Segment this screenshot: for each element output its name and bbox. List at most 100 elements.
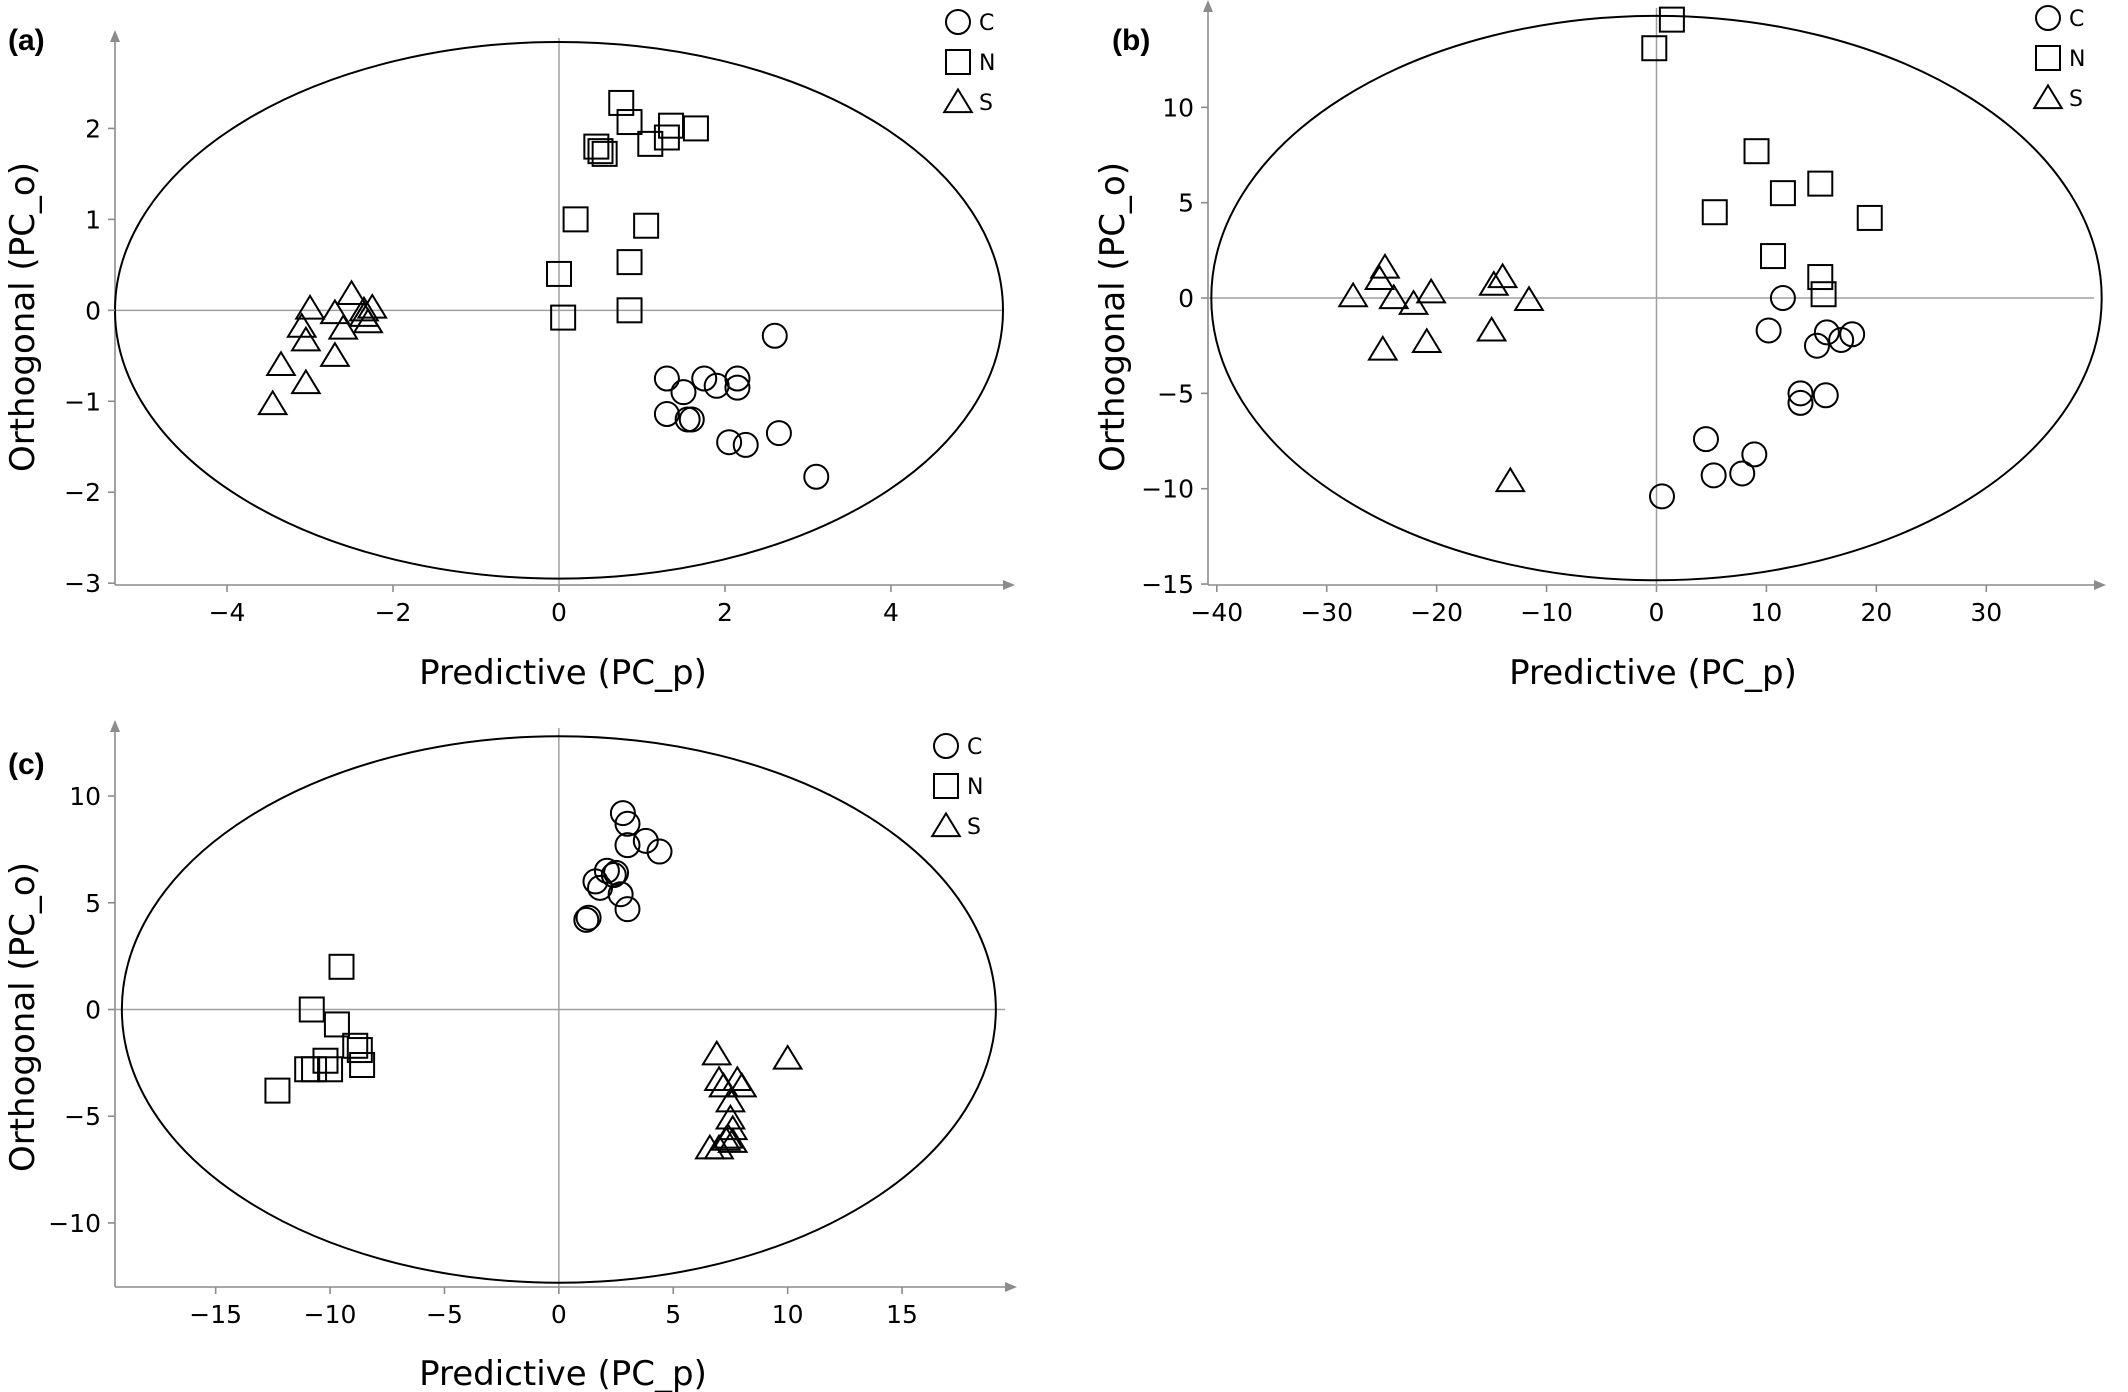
- data-point-s-b: [1369, 252, 1401, 279]
- data-point-c-c: [609, 800, 636, 827]
- data-point-n-a: [616, 297, 643, 324]
- data-point-s-c: [710, 1125, 742, 1151]
- data-point-n-b: [1807, 170, 1834, 197]
- data-point-c-a: [653, 365, 680, 392]
- y-tick-label-a: −1: [64, 387, 101, 416]
- data-point-n-c: [298, 996, 325, 1023]
- legend-label-c-a: C: [979, 11, 994, 36]
- data-point-s-c: [703, 1065, 735, 1092]
- legend-marker-c-a: [945, 9, 971, 35]
- data-point-s-b: [1476, 315, 1508, 342]
- confidence-ellipse-b: [1210, 14, 2103, 582]
- plot-area-c: −15 −10 −5 0 5 10 15 −10 −5 0 5 10 CNS: [48, 720, 1017, 1329]
- y-axis-arrow-a: [110, 30, 120, 42]
- x-tick-label-b: −20: [1410, 598, 1463, 627]
- x-axis-arrow-c: [1005, 1282, 1017, 1292]
- x-tick-label-c: −15: [189, 1300, 242, 1329]
- data-point-s-b: [1337, 281, 1369, 308]
- data-point-c-a: [803, 463, 830, 490]
- legend-label-n-c: N: [967, 775, 983, 800]
- data-point-s-a: [290, 325, 322, 352]
- x-tick-label-a: −2: [375, 598, 412, 627]
- legend-label-s-b: S: [2069, 87, 2083, 112]
- data-point-n-b: [1810, 281, 1837, 308]
- x-tick-label-c: −5: [426, 1300, 463, 1329]
- data-point-s-b: [1367, 334, 1399, 361]
- data-point-n-c: [264, 1077, 291, 1104]
- legend-c: CNS: [930, 733, 983, 840]
- data-point-c-b: [1692, 426, 1719, 453]
- panel-b: (b) Predictive (PC_p) Orthogonal (PC_o) …: [1093, 0, 2106, 693]
- data-point-s-b: [1363, 264, 1396, 291]
- data-point-c-b: [1803, 332, 1830, 359]
- data-point-c-c: [632, 827, 659, 854]
- data-point-s-a: [265, 350, 297, 376]
- data-point-n-a: [550, 304, 577, 331]
- plot-area-b: −40 −30 −20 −10 0 10 20 30 −15 −10 −5 0 5 10 CNS: [1141, 0, 2106, 627]
- x-axis-arrow-a: [1003, 580, 1015, 590]
- y-tick-label-a: 1: [85, 205, 101, 234]
- data-point-c-a: [761, 322, 788, 349]
- legend-marker-s-b: [2032, 83, 2064, 110]
- data-point-c-c: [646, 838, 673, 865]
- data-point-c-a: [691, 365, 718, 392]
- data-point-c-c: [582, 868, 609, 895]
- data-point-c-c: [607, 881, 634, 908]
- x-axis-title-a: Predictive (PC_p): [419, 653, 707, 693]
- data-point-s-b: [1494, 466, 1526, 493]
- legend-a: CNS: [942, 9, 995, 116]
- legend-marker-s-a: [942, 87, 974, 114]
- x-tick-label-b: 30: [1970, 598, 2002, 627]
- data-point-n-a: [637, 130, 664, 157]
- data-point-s-b: [1397, 289, 1430, 315]
- data-point-c-c: [614, 810, 641, 837]
- data-point-s-b: [1378, 283, 1410, 310]
- data-point-n-a: [616, 249, 643, 276]
- legend-label-s-c: S: [967, 815, 981, 840]
- data-point-c-c: [614, 896, 641, 923]
- y-axis-arrow-b: [1203, 0, 1213, 12]
- data-point-c-b: [1787, 380, 1814, 407]
- data-point-s-c: [714, 1103, 747, 1130]
- plot-area-a: −4 −2 0 2 4 −3 −2 −1 0 1 2 CNS: [64, 9, 1015, 627]
- data-point-n-b: [1701, 199, 1728, 226]
- legend-label-n-a: N: [979, 51, 995, 76]
- data-point-s-a: [294, 293, 326, 320]
- y-tick-label-a: 2: [85, 114, 101, 143]
- panel-c: (c) Predictive (PC_p) Orthogonal (PC_o) …: [3, 720, 1017, 1392]
- data-point-c-b: [1755, 317, 1782, 344]
- y-tick-label-b: −5: [1157, 379, 1194, 408]
- data-point-c-a: [678, 406, 705, 433]
- data-point-s-c: [694, 1133, 726, 1160]
- data-point-s-c: [726, 1071, 758, 1098]
- data-point-c-b: [1648, 483, 1675, 510]
- x-tick-label-a: 0: [551, 598, 567, 627]
- data-point-s-a: [327, 313, 359, 340]
- data-point-c-b: [1700, 462, 1727, 489]
- legend-label-c-b: C: [2069, 7, 2084, 32]
- legend-label-c-c: C: [967, 735, 982, 760]
- data-point-c-a: [670, 379, 697, 406]
- data-point-c-b: [1813, 319, 1840, 346]
- data-point-c-b: [1787, 389, 1814, 416]
- x-tick-label-c: −10: [304, 1300, 357, 1329]
- y-tick-label-b: −10: [1141, 475, 1194, 504]
- legend-marker-n-a: [945, 49, 971, 75]
- legend-marker-s-c: [930, 811, 962, 838]
- x-tick-label-b: 10: [1751, 598, 1783, 627]
- data-point-c-a: [732, 431, 759, 458]
- y-tick-label-b: 10: [1162, 93, 1194, 122]
- y-tick-label-a: 0: [85, 296, 101, 325]
- x-tick-label-a: −4: [209, 598, 246, 627]
- y-tick-label-a: −2: [64, 478, 101, 507]
- x-tick-label-b: −10: [1520, 598, 1573, 627]
- data-point-n-c: [328, 953, 355, 980]
- data-point-s-a: [319, 341, 351, 367]
- data-point-c-b: [1729, 460, 1756, 487]
- data-point-n-b: [1769, 180, 1796, 207]
- x-tick-label-b: −40: [1190, 598, 1243, 627]
- data-point-c-b: [1741, 441, 1768, 468]
- data-point-s-c: [717, 1127, 749, 1153]
- x-tick-label-b: 0: [1649, 598, 1665, 627]
- data-point-n-c: [346, 1037, 373, 1064]
